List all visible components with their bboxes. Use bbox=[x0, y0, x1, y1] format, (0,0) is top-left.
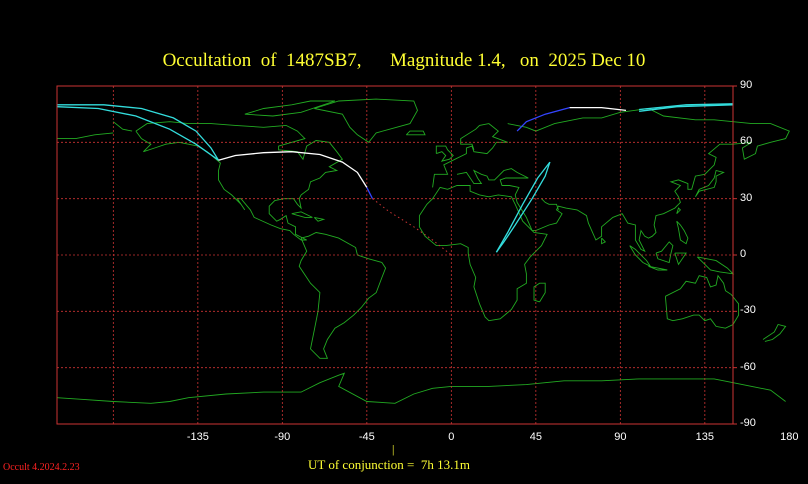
coastline bbox=[541, 198, 559, 211]
path-below-horizon bbox=[516, 106, 570, 132]
x-tick-label: 0 bbox=[448, 431, 455, 443]
coastline-layer bbox=[56, 98, 790, 404]
central-path bbox=[218, 151, 368, 188]
map-frame bbox=[56, 85, 734, 425]
y-tick-label: -90 bbox=[740, 417, 756, 429]
coastline bbox=[664, 274, 740, 329]
coastline bbox=[655, 241, 674, 264]
conjunction-marker: | bbox=[392, 442, 395, 456]
coastline bbox=[244, 100, 336, 117]
coastline bbox=[601, 237, 607, 245]
coastline bbox=[694, 169, 725, 198]
x-tick-label: 180 bbox=[780, 431, 799, 443]
coastline bbox=[435, 145, 454, 162]
coastline bbox=[57, 132, 114, 140]
y-tick-label: -60 bbox=[740, 360, 756, 373]
y-tick-label: 30 bbox=[740, 191, 753, 204]
coastline bbox=[135, 121, 344, 241]
coastline bbox=[676, 207, 682, 215]
grid-layer bbox=[57, 85, 737, 425]
x-tick-label: 135 bbox=[695, 431, 714, 443]
coastline bbox=[696, 256, 735, 275]
conjunction-time: UT of conjunction = 7h 13.1m bbox=[308, 457, 470, 472]
coastline bbox=[56, 397, 114, 402]
y-tick-label: 90 bbox=[740, 79, 753, 91]
x-tick-label: -135 bbox=[186, 431, 209, 443]
coastline bbox=[314, 98, 418, 143]
y-tick-label: 60 bbox=[740, 135, 753, 148]
x-tick-label: 45 bbox=[529, 431, 542, 443]
coastline bbox=[313, 216, 326, 222]
x-tick-label: -90 bbox=[274, 431, 291, 443]
path-in-daylight bbox=[372, 198, 452, 256]
coastline bbox=[533, 282, 546, 303]
map-title: Occultation of 1487SB7, Magnitude 1.4, o… bbox=[162, 50, 646, 71]
track-layer bbox=[56, 103, 734, 256]
central-path bbox=[569, 106, 627, 112]
coastline bbox=[456, 108, 790, 253]
x-tick-label: 90 bbox=[614, 431, 627, 443]
coastline bbox=[648, 265, 668, 271]
coastline bbox=[113, 372, 786, 404]
coastline bbox=[676, 220, 689, 245]
limit-line bbox=[639, 104, 734, 112]
coastline bbox=[432, 123, 508, 188]
coastline bbox=[629, 245, 652, 268]
coastline bbox=[674, 252, 687, 266]
coastline bbox=[113, 121, 133, 132]
limit-line bbox=[56, 106, 219, 161]
coastline bbox=[762, 323, 787, 342]
limit-line bbox=[495, 161, 551, 253]
coastline bbox=[291, 211, 313, 218]
coastline bbox=[298, 232, 387, 359]
software-version: Occult 4.2024.2.23 bbox=[3, 462, 80, 473]
coastline bbox=[418, 185, 548, 322]
y-tick-label: -30 bbox=[740, 304, 756, 317]
limit-line bbox=[57, 104, 220, 161]
path-below-horizon bbox=[366, 187, 374, 199]
x-tick-label: -45 bbox=[358, 431, 375, 443]
coastline bbox=[405, 130, 426, 136]
y-tick-label: 0 bbox=[740, 248, 747, 260]
limit-line bbox=[495, 161, 551, 253]
limit-line bbox=[639, 103, 734, 111]
